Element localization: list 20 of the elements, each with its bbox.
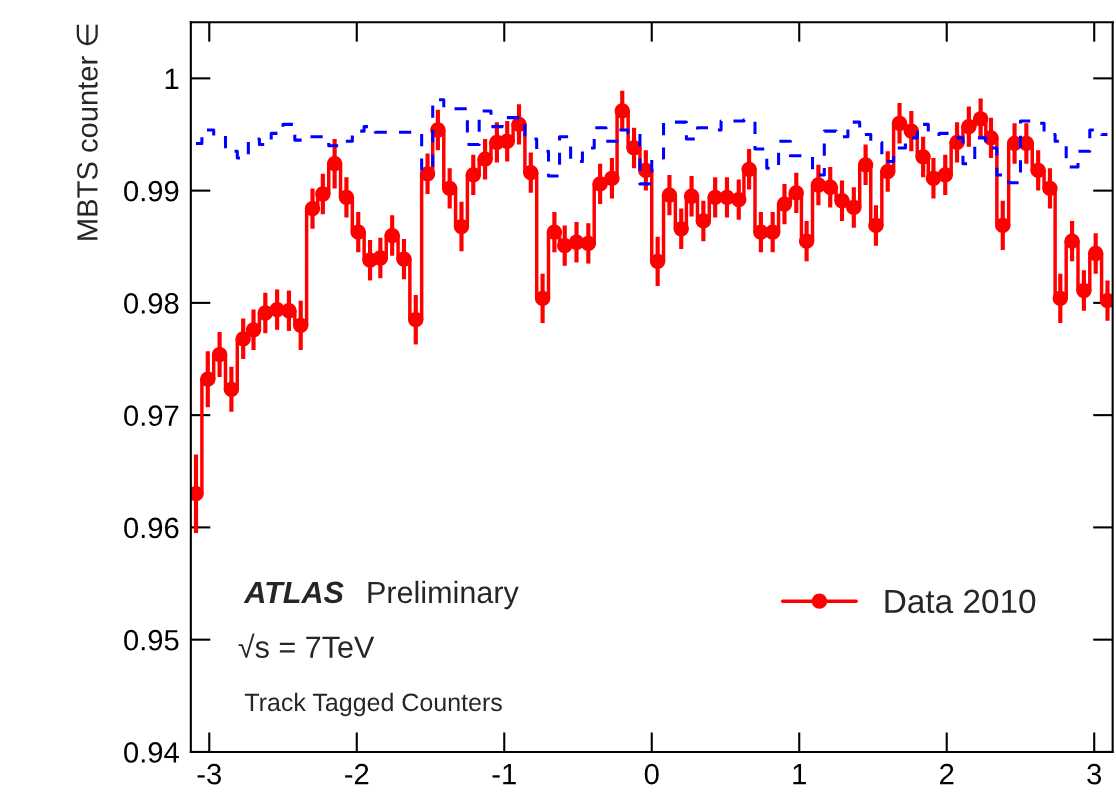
y-tick-label: 0.99: [124, 180, 179, 202]
y-axis-title: MBTS counter ∈: [76, 24, 98, 240]
x-tick-label: -3: [197, 763, 221, 785]
x-tick-label: 0: [644, 763, 659, 785]
x-tick-label: -2: [345, 763, 369, 785]
y-tick-label: 0.97: [124, 405, 179, 426]
legend-label: Data 2010: [885, 589, 1036, 614]
x-tick-label: 2: [940, 763, 954, 785]
y-tick-label: 0.98: [124, 293, 179, 314]
x-tick-label: -1: [492, 764, 516, 785]
annotation: Track Tagged Counters: [244, 692, 502, 717]
y-tick-label: 0.95: [124, 629, 179, 651]
annotation: Preliminary: [368, 580, 519, 610]
x-tick-label: 3: [1087, 763, 1102, 785]
y-tick-label: 0.94: [124, 742, 179, 763]
annotation: √s = 7TeV: [238, 633, 375, 658]
x-tick-label: 1: [793, 764, 806, 785]
y-tick-label: 1: [165, 68, 179, 89]
annotation: ATLAS: [243, 581, 344, 604]
y-tick-label: 0.96: [124, 517, 179, 539]
